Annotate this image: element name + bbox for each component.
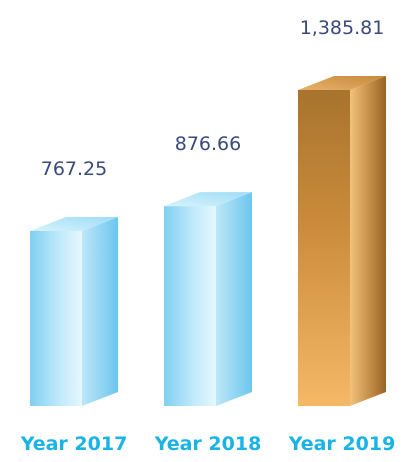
bar-side-face [350, 76, 386, 406]
value-label: 876.66 [175, 133, 241, 155]
category-label: Year 2019 [288, 433, 396, 455]
bar-year-2017 [30, 217, 118, 406]
category-label: Year 2018 [154, 433, 262, 455]
value-label: 1,385.81 [300, 17, 385, 39]
bar-side-face [82, 217, 118, 406]
bar-front-face [298, 90, 350, 406]
bar-year-2019 [298, 76, 386, 406]
bar-front-face [164, 206, 216, 406]
category-label: Year 2017 [20, 433, 128, 455]
bar-year-2018 [164, 192, 252, 406]
bar-top-face [164, 192, 252, 207]
bar-top-face [30, 217, 118, 232]
bar-side-face [216, 192, 252, 406]
bar-front-face [30, 231, 82, 406]
bar-top-face [298, 76, 386, 90]
value-label: 767.25 [41, 158, 107, 180]
